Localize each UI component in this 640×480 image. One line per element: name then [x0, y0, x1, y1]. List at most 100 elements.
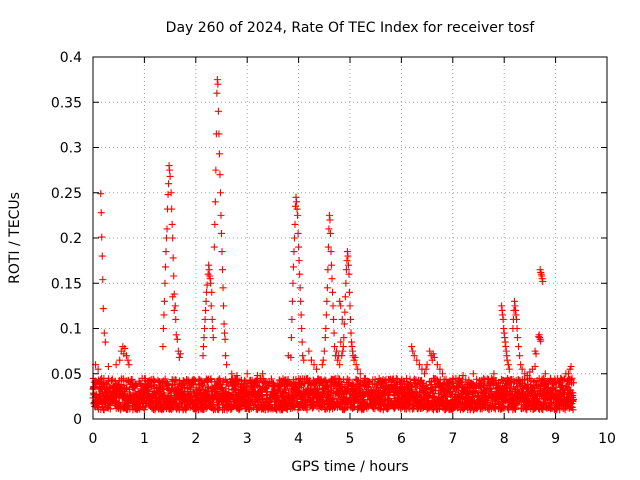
data-point [341, 293, 349, 301]
data-point [532, 391, 540, 399]
data-point [337, 338, 345, 346]
data-point [328, 275, 336, 283]
data-point [408, 343, 416, 351]
data-point [295, 243, 303, 251]
data-point [531, 363, 539, 371]
x-tick-label: 4 [294, 431, 303, 447]
data-point [199, 352, 207, 360]
data-point [100, 329, 108, 337]
y-tick-label: 0.1 [60, 322, 82, 338]
data-point [310, 361, 318, 369]
data-point [413, 356, 421, 364]
data-point [176, 350, 184, 358]
data-point [426, 347, 434, 355]
data-point [326, 229, 334, 237]
data-point [459, 372, 467, 380]
data-point [300, 356, 308, 364]
data-point [228, 370, 236, 378]
data-point [392, 374, 400, 382]
data-point [211, 220, 219, 228]
data-point [552, 379, 560, 387]
data-point [517, 361, 525, 369]
data-point [560, 389, 568, 397]
data-point [336, 361, 344, 369]
data-point [165, 180, 173, 188]
data-point [512, 405, 520, 413]
data-point [218, 248, 226, 256]
data-point [516, 352, 524, 360]
data-point [557, 374, 565, 382]
data-point [428, 386, 436, 394]
data-point [298, 325, 306, 332]
data-point [324, 243, 332, 251]
data-point [287, 334, 295, 342]
data-point [325, 225, 333, 233]
data-point [340, 320, 348, 328]
data-point [320, 347, 328, 355]
data-point [342, 279, 350, 287]
data-point [214, 80, 222, 88]
data-point [564, 370, 572, 378]
data-point [365, 379, 373, 387]
data-point [168, 205, 176, 213]
data-point [230, 385, 238, 393]
data-point [211, 198, 219, 206]
data-point [505, 365, 513, 373]
data-point [161, 279, 169, 287]
y-tick-label: 0.15 [51, 276, 82, 292]
data-point [288, 297, 296, 305]
data-point [305, 347, 313, 355]
data-point [423, 361, 431, 369]
data-point [219, 284, 227, 292]
chart-title: Day 260 of 2024, Rate Of TEC Index for r… [166, 20, 536, 36]
data-point [439, 370, 447, 378]
data-point [331, 343, 339, 351]
data-point [292, 202, 300, 210]
data-point [253, 372, 261, 380]
data-point [97, 209, 105, 217]
data-point [168, 220, 176, 228]
data-point [442, 375, 450, 383]
data-point [504, 361, 512, 369]
data-point [351, 353, 359, 361]
data-point [541, 370, 549, 378]
data-point [297, 297, 305, 305]
data-point [159, 343, 167, 351]
data-point [469, 370, 477, 378]
data-point [104, 363, 112, 371]
data-point [200, 334, 208, 342]
data-point [289, 263, 297, 271]
data-point [160, 297, 168, 305]
data-point [518, 365, 526, 373]
data-point [344, 261, 352, 269]
data-point [221, 329, 229, 337]
data-point [321, 334, 329, 342]
data-point [159, 325, 167, 332]
data-point [345, 270, 353, 278]
data-point [160, 311, 168, 319]
data-point [537, 337, 545, 345]
data-point [164, 191, 172, 199]
data-point [221, 335, 229, 343]
data-point [532, 350, 540, 358]
data-point [125, 361, 133, 369]
data-point [214, 107, 222, 115]
data-point [163, 234, 171, 242]
x-tick-label: 2 [191, 431, 200, 447]
y-tick-label: 0.25 [51, 186, 82, 202]
data-point [523, 406, 531, 414]
data-point [523, 372, 531, 380]
data-point [480, 374, 488, 382]
data-point [169, 293, 177, 301]
data-point [172, 331, 180, 339]
data-point [175, 353, 183, 361]
data-point [510, 306, 518, 314]
data-point [546, 374, 554, 382]
data-point [161, 375, 169, 383]
data-point [482, 400, 490, 408]
data-point [289, 279, 297, 287]
data-point [194, 381, 202, 389]
data-point [172, 376, 180, 384]
data-point [569, 395, 577, 403]
